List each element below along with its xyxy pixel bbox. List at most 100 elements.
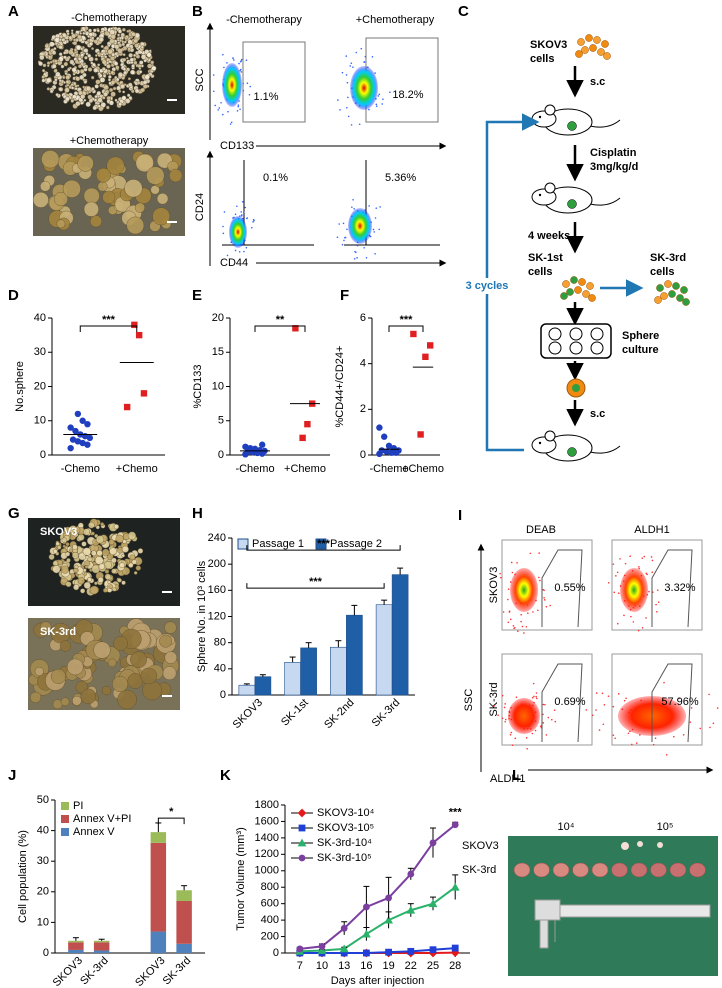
- event: [222, 113, 224, 116]
- cell: [110, 91, 116, 97]
- panel-label: I: [458, 507, 462, 524]
- cell: [57, 559, 63, 566]
- cell: [586, 282, 594, 290]
- significance-label: ***: [449, 807, 463, 819]
- density: [510, 568, 538, 612]
- event: [521, 625, 524, 628]
- series-line: [299, 823, 456, 950]
- y-tick-label: 80: [214, 637, 226, 649]
- point: [429, 839, 437, 847]
- cell: [80, 688, 97, 705]
- bar-segment: [150, 842, 167, 932]
- cell: [127, 77, 131, 81]
- event: [643, 555, 646, 558]
- tumor: [621, 842, 629, 850]
- bar-segment: [176, 943, 192, 953]
- y-tick-label: 200: [261, 930, 279, 942]
- cell: [55, 541, 60, 546]
- y-tick-label: 6: [360, 312, 366, 324]
- y-tick-label: 30: [37, 855, 49, 867]
- event: [352, 198, 354, 201]
- event: [375, 207, 378, 209]
- cell: [111, 52, 116, 57]
- cell: [680, 286, 688, 294]
- bar-segment: [176, 900, 192, 944]
- event: [220, 101, 222, 104]
- cell: [90, 47, 95, 51]
- cell: [94, 54, 98, 57]
- event: [656, 610, 658, 613]
- cell: [134, 202, 145, 213]
- point: [340, 949, 348, 957]
- cell: [146, 52, 152, 58]
- cell: [121, 545, 129, 553]
- cell: [147, 63, 153, 69]
- x-axis-label: Days after injection: [331, 975, 425, 987]
- event: [542, 713, 544, 716]
- gate-value: 18.2%: [392, 89, 423, 101]
- event: [655, 603, 657, 606]
- cell: [51, 50, 57, 56]
- cell: [676, 294, 684, 302]
- event: [523, 632, 525, 634]
- cell: [55, 71, 61, 78]
- event: [637, 629, 640, 632]
- cell: [41, 68, 46, 73]
- y-tick-label: 0: [273, 947, 279, 959]
- y-tick-label: 1200: [255, 848, 279, 860]
- event: [353, 208, 355, 210]
- cell: [60, 64, 65, 69]
- y-tick-label: 30: [34, 346, 46, 358]
- gate-value: 0.69%: [554, 696, 585, 708]
- cell: [30, 691, 42, 703]
- event: [239, 60, 242, 63]
- event: [510, 561, 513, 564]
- event: [619, 558, 621, 560]
- significance-bracket: [246, 545, 401, 551]
- cell: [51, 63, 57, 69]
- point: [72, 427, 79, 435]
- well: [590, 341, 604, 355]
- event: [538, 552, 540, 554]
- y-tick-label: 5: [218, 415, 224, 427]
- bar-segment: [68, 942, 84, 950]
- event: [507, 621, 510, 624]
- y-tick-label: 160: [208, 584, 226, 596]
- cell: [98, 563, 106, 570]
- point: [340, 924, 348, 932]
- bar: [375, 604, 393, 696]
- event: [217, 109, 219, 111]
- event: [345, 106, 348, 109]
- event: [535, 692, 538, 694]
- cell: [77, 155, 94, 172]
- y-tick-label: 2: [360, 403, 366, 415]
- cell: [121, 27, 126, 32]
- x-tick-label: SK-2nd: [322, 697, 356, 731]
- cell: [88, 98, 94, 104]
- event: [535, 695, 538, 698]
- cell: [660, 292, 668, 300]
- cell: [131, 31, 136, 37]
- x-tick-label: 28: [449, 960, 461, 972]
- point: [339, 944, 349, 953]
- point: [69, 436, 77, 443]
- cell: [148, 49, 152, 53]
- tumor: [630, 862, 648, 878]
- point: [296, 945, 304, 953]
- event: [240, 68, 242, 71]
- event: [346, 81, 349, 84]
- cell: [140, 87, 146, 93]
- cell: [577, 38, 585, 46]
- event: [338, 223, 341, 225]
- event: [381, 103, 384, 105]
- y-tick-label: 0: [360, 449, 366, 461]
- cell: [164, 621, 177, 634]
- bar: [300, 647, 317, 696]
- point: [317, 946, 327, 954]
- event: [214, 104, 216, 107]
- point: [383, 448, 390, 455]
- cell: [128, 95, 133, 100]
- event: [374, 252, 376, 255]
- cell: [128, 562, 134, 568]
- cell: [62, 76, 66, 80]
